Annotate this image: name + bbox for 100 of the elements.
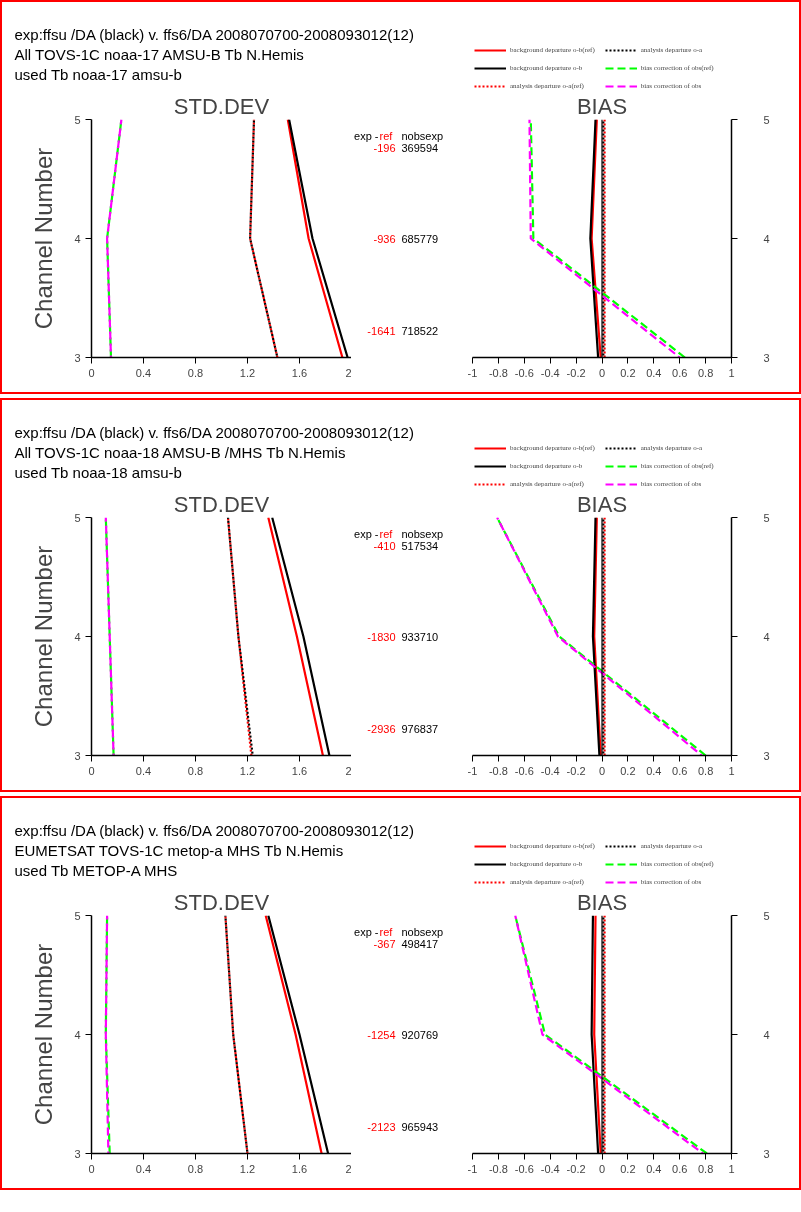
x-tick-label: 0 bbox=[598, 764, 606, 777]
text: -2123 bbox=[367, 1120, 396, 1133]
y-tick-label: 4 bbox=[763, 232, 770, 245]
x-tick-label: 2 bbox=[345, 366, 352, 379]
text: 976837 bbox=[401, 722, 439, 735]
x-tick-label: -0.6 bbox=[514, 764, 534, 777]
x-tick-label: 1.6 bbox=[291, 1162, 308, 1175]
x-tick-label: -1 bbox=[467, 366, 478, 379]
x-tick-label: -0.4 bbox=[540, 366, 560, 379]
x-tick-label: 0.8 bbox=[697, 1162, 714, 1175]
text: nobsexp bbox=[401, 527, 444, 540]
text: -936 bbox=[373, 233, 396, 246]
y-tick-label: 4 bbox=[763, 1028, 770, 1041]
y-tick-label: 5 bbox=[763, 909, 770, 922]
text: 933710 bbox=[401, 631, 439, 644]
x-tick-label: 0.4 bbox=[646, 366, 662, 379]
y-tick-label: 5 bbox=[74, 909, 81, 922]
x-tick-label: -0.2 bbox=[566, 366, 586, 379]
text: exp - bbox=[354, 527, 379, 540]
x-tick-label: 1.6 bbox=[291, 764, 308, 777]
x-tick-label: 0.6 bbox=[672, 764, 688, 777]
text: -410 bbox=[373, 539, 396, 552]
chart-title: exp:ffsu /DA (black) v. ffs6/DA 2008070700-2008093012(12) All TOVS-1C noaa-18 AMSU-B /MHS Tb N.Hemis used Tb noaa-18 amsu-b bbox=[14, 424, 414, 481]
text: 369594 bbox=[401, 141, 439, 154]
text: 965943 bbox=[401, 1120, 439, 1133]
y-tick-label: 3 bbox=[74, 1147, 81, 1160]
text: exp - bbox=[354, 925, 379, 938]
x-tick-label: -0.8 bbox=[488, 1162, 508, 1175]
y-tick-label: 3 bbox=[74, 749, 81, 762]
x-tick-label: -1 bbox=[467, 1162, 478, 1175]
x-tick-label: 1.2 bbox=[239, 764, 256, 777]
x-tick-label: 0.4 bbox=[135, 1162, 152, 1175]
text: -367 bbox=[373, 937, 396, 950]
x-tick-label: 0.8 bbox=[697, 764, 714, 777]
y-axis-title: Channel Number bbox=[30, 147, 58, 330]
text: -1641 bbox=[367, 324, 396, 337]
chart-subtitle: STD.DEV bbox=[173, 93, 270, 119]
x-tick-label: 1.2 bbox=[239, 1162, 256, 1175]
x-tick-label: -0.2 bbox=[566, 764, 586, 777]
x-tick-label: 0 bbox=[88, 366, 95, 379]
text: 517534 bbox=[401, 539, 439, 552]
text: -1254 bbox=[367, 1029, 396, 1042]
x-tick-label: 0.8 bbox=[187, 1162, 204, 1175]
y-axis-title: Channel Number bbox=[30, 943, 58, 1126]
x-tick-label: -0.4 bbox=[540, 1162, 560, 1175]
chart-subtitle: BIAS bbox=[576, 889, 628, 915]
x-tick-label: 0.4 bbox=[646, 764, 662, 777]
x-tick-label: 0 bbox=[88, 764, 95, 777]
chart-subtitle: BIAS bbox=[576, 93, 628, 119]
x-tick-label: 2 bbox=[345, 764, 352, 777]
text: ref bbox=[379, 129, 394, 142]
x-tick-label: 0.8 bbox=[187, 366, 204, 379]
text: -1830 bbox=[367, 631, 396, 644]
text: -196 bbox=[373, 141, 396, 154]
x-tick-label: -0.8 bbox=[488, 366, 508, 379]
x-tick-label: 1 bbox=[728, 1162, 735, 1175]
x-tick-label: -0.2 bbox=[566, 1162, 586, 1175]
chart-subtitle: BIAS bbox=[576, 491, 628, 517]
y-tick-label: 3 bbox=[763, 749, 770, 762]
text: ref bbox=[379, 527, 394, 540]
x-tick-label: 0.8 bbox=[187, 764, 204, 777]
x-tick-label: -1 bbox=[467, 764, 478, 777]
chart-title: exp:ffsu /DA (black) v. ffs6/DA 2008070700-2008093012(12) EUMETSAT TOVS-1C metop-a MHS Tb N.Hemis used Tb METOP-A MHS bbox=[14, 822, 414, 879]
text: nobsexp bbox=[401, 129, 444, 142]
x-tick-label: 0.8 bbox=[697, 366, 714, 379]
x-tick-label: 0.2 bbox=[620, 764, 636, 777]
y-tick-label: 5 bbox=[763, 511, 770, 524]
x-tick-label: 1 bbox=[728, 764, 735, 777]
x-tick-label: 1.2 bbox=[239, 366, 256, 379]
y-tick-label: 4 bbox=[74, 1028, 81, 1041]
x-tick-label: 1 bbox=[728, 366, 735, 379]
x-tick-label: 2 bbox=[345, 1162, 352, 1175]
text: 920769 bbox=[401, 1029, 439, 1042]
chart-title: exp:ffsu /DA (black) v. ffs6/DA 2008070700-2008093012(12) All TOVS-1C noaa-17 AMSU-B Tb N.Hemis used Tb noaa-17 amsu-b bbox=[14, 26, 414, 83]
text: exp - bbox=[354, 129, 379, 142]
text: nobsexp bbox=[401, 925, 444, 938]
text: ref bbox=[379, 925, 394, 938]
x-tick-label: -0.4 bbox=[540, 764, 560, 777]
x-tick-label: -0.6 bbox=[514, 1162, 534, 1175]
y-tick-label: 5 bbox=[763, 113, 770, 126]
x-tick-label: 0.4 bbox=[646, 1162, 662, 1175]
x-tick-label: 0.6 bbox=[672, 1162, 688, 1175]
chart-subtitle: STD.DEV bbox=[173, 889, 270, 915]
y-tick-label: 4 bbox=[74, 630, 81, 643]
y-tick-label: 4 bbox=[74, 232, 81, 245]
x-tick-label: 0 bbox=[598, 1162, 606, 1175]
x-tick-label: -0.6 bbox=[514, 366, 534, 379]
x-tick-label: 0 bbox=[598, 366, 606, 379]
y-tick-label: 3 bbox=[74, 351, 81, 364]
x-tick-label: 0 bbox=[88, 1162, 95, 1175]
text: -2936 bbox=[367, 722, 396, 735]
text: 718522 bbox=[401, 324, 439, 337]
text: 498417 bbox=[401, 937, 439, 950]
y-tick-label: 4 bbox=[763, 630, 770, 643]
x-tick-label: 0.2 bbox=[620, 1162, 636, 1175]
chart-subtitle: STD.DEV bbox=[173, 491, 270, 517]
y-tick-label: 3 bbox=[763, 1147, 770, 1160]
x-tick-label: 0.2 bbox=[620, 366, 636, 379]
y-tick-label: 5 bbox=[74, 511, 81, 524]
x-tick-label: -0.8 bbox=[488, 764, 508, 777]
